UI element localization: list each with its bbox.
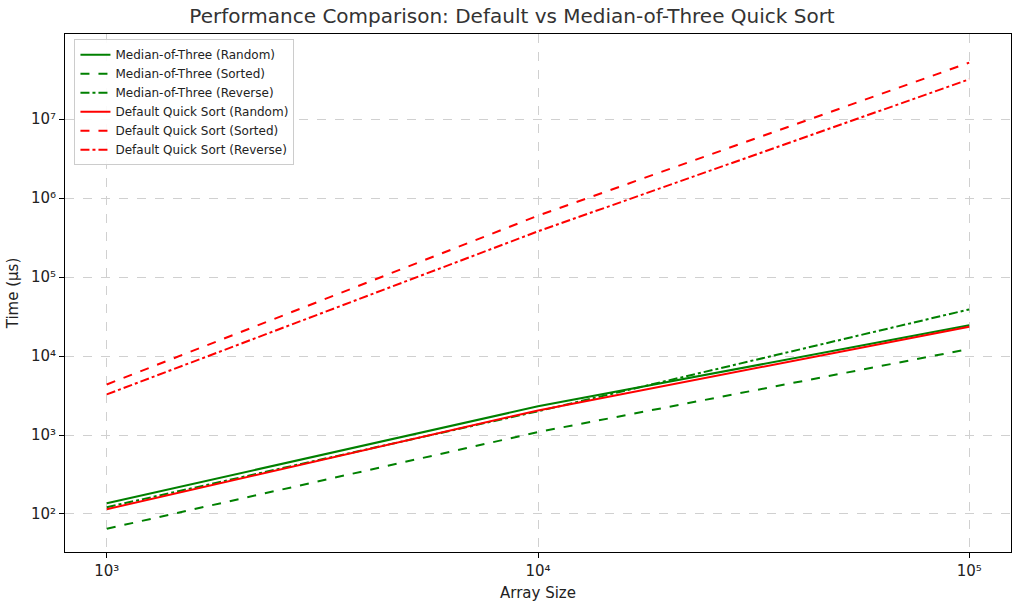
svg-text:Default Quick Sort (Reverse): Default Quick Sort (Reverse) [115,143,286,157]
svg-text:Performance Comparison: Defaul: Performance Comparison: Default vs Media… [189,4,835,28]
svg-text:10⁶: 10⁶ [31,189,56,207]
svg-text:Default Quick Sort (Sorted): Default Quick Sort (Sorted) [115,124,278,138]
svg-text:10³: 10³ [94,562,119,580]
svg-text:Median-of-Three (Random): Median-of-Three (Random) [115,48,275,62]
svg-text:10⁵: 10⁵ [957,562,982,580]
svg-text:10⁵: 10⁵ [31,268,56,286]
svg-text:10⁷: 10⁷ [31,110,56,128]
svg-text:10³: 10³ [31,426,56,444]
svg-text:Median-of-Three (Reverse): Median-of-Three (Reverse) [115,86,273,100]
svg-text:10²: 10² [31,505,56,523]
svg-text:Median-of-Three (Sorted): Median-of-Three (Sorted) [115,67,264,81]
svg-text:Array Size: Array Size [500,584,576,602]
svg-text:10⁴: 10⁴ [525,562,550,580]
svg-text:Default Quick Sort (Random): Default Quick Sort (Random) [115,105,288,119]
svg-text:10⁴: 10⁴ [31,347,56,365]
svg-text:Time (µs): Time (µs) [4,258,22,330]
